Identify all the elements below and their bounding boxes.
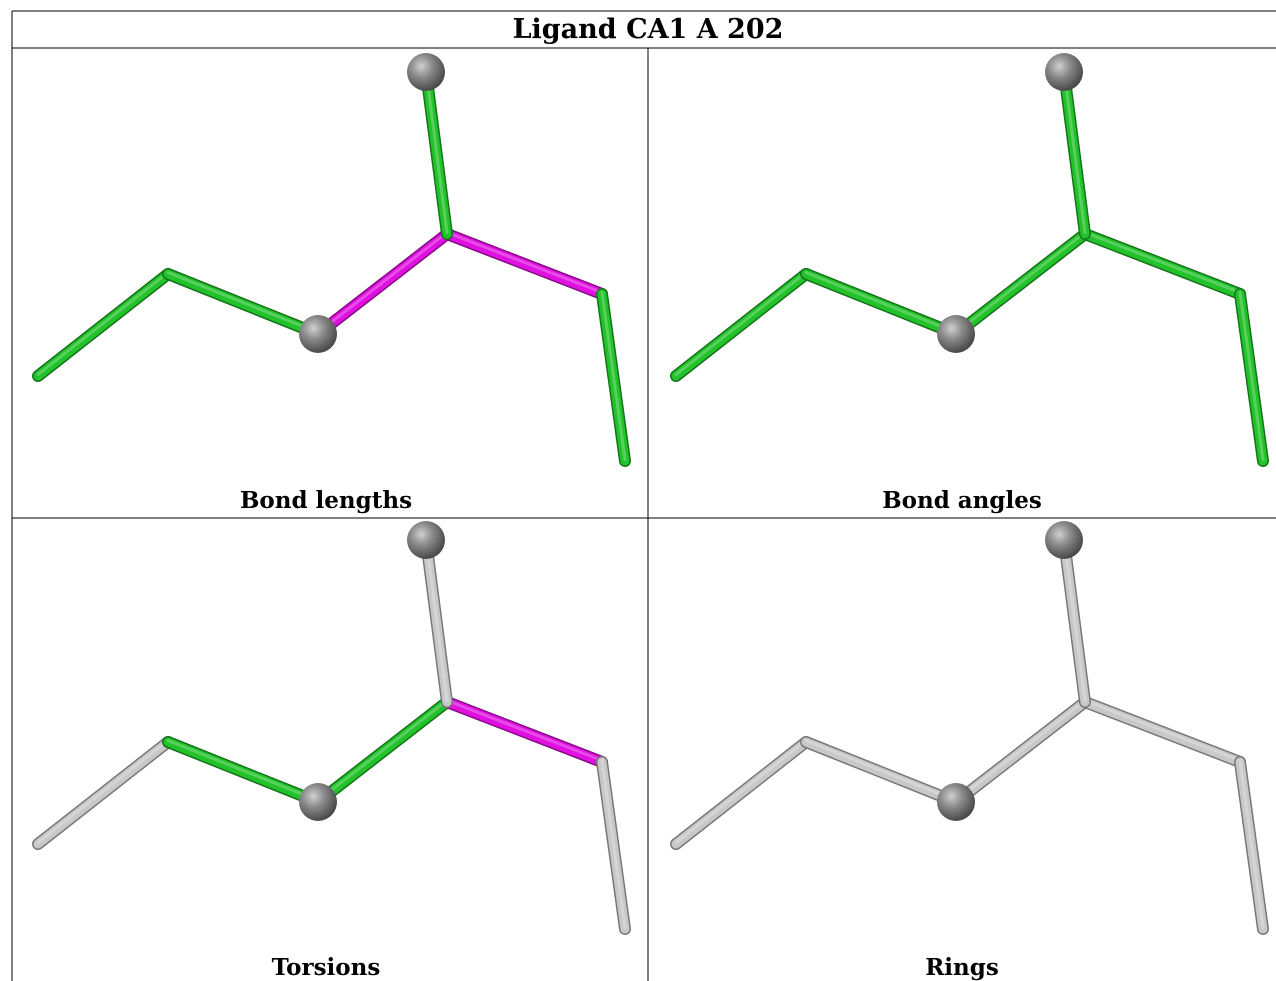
bond-highlight xyxy=(1238,759,1265,929)
bond-highlight xyxy=(424,537,449,702)
bond-highlight xyxy=(166,271,320,334)
bond-highlight xyxy=(424,69,449,234)
bond-highlight xyxy=(36,739,170,844)
bond-highlight xyxy=(804,739,958,802)
bond-highlight xyxy=(445,699,604,762)
bond-highlight xyxy=(445,231,604,294)
bond-highlight xyxy=(1083,231,1242,294)
panel-rings: Rings xyxy=(670,521,1269,981)
bond-highlight xyxy=(1062,537,1087,702)
panel-bond-angles: Bond angles xyxy=(670,53,1269,514)
atom-sphere xyxy=(299,315,337,353)
panel-torsions: Torsions xyxy=(32,521,631,981)
bond-highlight xyxy=(316,231,449,334)
atom-sphere xyxy=(937,315,975,353)
panel-caption: Torsions xyxy=(272,954,381,981)
atom-sphere xyxy=(407,521,445,559)
bond-highlight xyxy=(600,759,627,929)
atom-sphere xyxy=(407,53,445,91)
panel-bond-lengths: Bond lengths xyxy=(32,53,631,514)
atom-sphere xyxy=(1045,53,1083,91)
bond-highlight xyxy=(316,699,449,802)
atom-sphere xyxy=(937,783,975,821)
table-frame xyxy=(11,10,1276,981)
bond-highlight xyxy=(674,739,808,844)
panel-grid: Bond lengths Bond angles Torsions Rings xyxy=(32,53,1269,981)
bond-highlight xyxy=(674,271,808,376)
bond-highlight xyxy=(954,699,1087,802)
panel-caption: Bond lengths xyxy=(240,487,412,514)
atom-sphere xyxy=(299,783,337,821)
bond-highlight xyxy=(804,271,958,334)
panel-caption: Rings xyxy=(925,954,999,981)
bond-highlight xyxy=(166,739,320,802)
bond-highlight xyxy=(954,231,1087,334)
figure-title: Ligand CA1 A 202 xyxy=(513,14,784,45)
atom-sphere xyxy=(1045,521,1083,559)
bond-highlight xyxy=(1062,69,1087,234)
bond-highlight xyxy=(1238,291,1265,461)
bond-highlight xyxy=(36,271,170,376)
bond-highlight xyxy=(1083,699,1242,762)
bond-highlight xyxy=(600,291,627,461)
panel-caption: Bond angles xyxy=(882,487,1042,514)
